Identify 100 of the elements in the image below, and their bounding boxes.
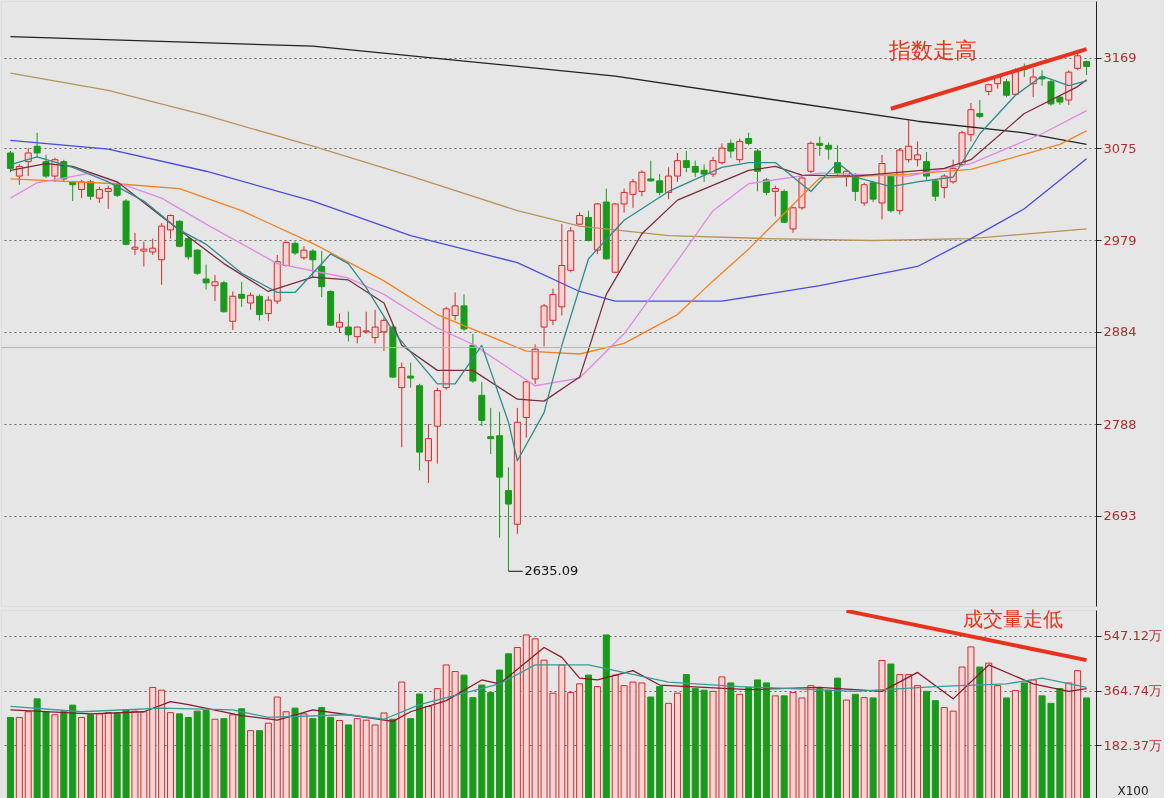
bar — [1029, 679, 1037, 798]
bar — [104, 712, 112, 798]
y-tick-label: 2884 — [1103, 324, 1137, 340]
line-series — [9, 130, 1088, 355]
candlestick — [424, 423, 432, 484]
candlestick — [344, 311, 352, 342]
candlestick — [309, 248, 317, 278]
candlestick — [398, 362, 406, 448]
candlestick — [1003, 78, 1011, 98]
bar — [1065, 682, 1073, 798]
bar — [860, 697, 868, 798]
bar — [602, 634, 610, 798]
y-tick-label: 2979 — [1103, 233, 1137, 248]
bar — [994, 685, 1002, 798]
annotation: 2635.09 — [524, 563, 579, 579]
bar — [887, 663, 895, 798]
bar — [834, 677, 842, 798]
bar — [86, 714, 94, 798]
bar — [433, 688, 441, 798]
candlestick — [33, 132, 41, 159]
line-series — [9, 664, 1088, 720]
bar — [220, 718, 228, 798]
candlestick — [816, 136, 824, 157]
bar — [318, 707, 326, 798]
bar — [673, 692, 681, 798]
bar — [1074, 670, 1082, 798]
bar — [184, 716, 192, 798]
bar — [727, 682, 735, 798]
bar — [513, 647, 521, 798]
bar — [229, 714, 237, 798]
bar — [745, 686, 753, 798]
bar — [504, 653, 512, 798]
bar — [6, 716, 14, 798]
bar — [1083, 697, 1091, 798]
bar — [327, 716, 335, 798]
bar — [211, 718, 219, 798]
annotation: 成交量走低 — [963, 607, 1063, 631]
bar — [398, 681, 406, 798]
candlestick — [104, 185, 112, 210]
y-tick-label: 364.74万 — [1103, 683, 1162, 699]
candlestick — [754, 148, 761, 192]
bar — [149, 686, 157, 798]
bar — [896, 674, 904, 798]
bar — [496, 669, 504, 798]
bar — [247, 730, 255, 798]
bar — [238, 708, 246, 798]
bar — [15, 716, 23, 798]
candlestick — [771, 185, 779, 217]
bar — [869, 697, 877, 798]
bar — [914, 685, 922, 798]
bar — [665, 702, 673, 798]
annotation: 指数走高 — [888, 38, 977, 63]
candlestick — [86, 179, 94, 201]
candlestick — [673, 152, 681, 183]
bar — [922, 690, 930, 798]
bar — [1011, 689, 1019, 798]
bar — [60, 711, 68, 798]
candlestick — [487, 407, 495, 455]
bar — [24, 711, 32, 798]
candlestick — [860, 182, 868, 207]
candlestick — [255, 293, 263, 321]
bar — [167, 712, 175, 798]
bar — [647, 696, 655, 798]
y-tick-label: 547.12万 — [1103, 628, 1162, 644]
candlestick — [682, 150, 690, 173]
bar — [264, 722, 272, 798]
candlestick — [15, 164, 23, 186]
bar — [762, 682, 770, 798]
bar — [585, 674, 593, 798]
bar — [291, 707, 299, 798]
candlestick — [914, 140, 922, 167]
bar — [78, 716, 86, 798]
line-series — [9, 35, 1088, 145]
bar — [878, 659, 886, 798]
bar — [407, 718, 415, 798]
candlestick — [504, 466, 512, 572]
line-series — [9, 139, 1088, 302]
y-tick-label: 2788 — [1103, 416, 1137, 432]
bar — [682, 674, 690, 798]
bar — [344, 724, 352, 798]
candlestick — [238, 281, 246, 308]
bar — [567, 692, 575, 798]
bar — [416, 693, 424, 798]
candlestick — [905, 119, 913, 164]
candlestick — [976, 99, 984, 119]
bar — [976, 666, 984, 798]
bar — [51, 714, 59, 798]
bar — [905, 674, 913, 798]
bar — [309, 718, 317, 798]
bar — [175, 713, 183, 798]
bar — [336, 719, 343, 798]
line-series — [9, 646, 1088, 723]
bar — [255, 730, 263, 798]
bar — [95, 713, 103, 798]
candlestick — [193, 248, 201, 276]
bar — [771, 695, 779, 798]
candlestick — [336, 313, 343, 334]
bar — [736, 693, 744, 798]
bar — [300, 713, 308, 798]
bar — [487, 692, 495, 798]
